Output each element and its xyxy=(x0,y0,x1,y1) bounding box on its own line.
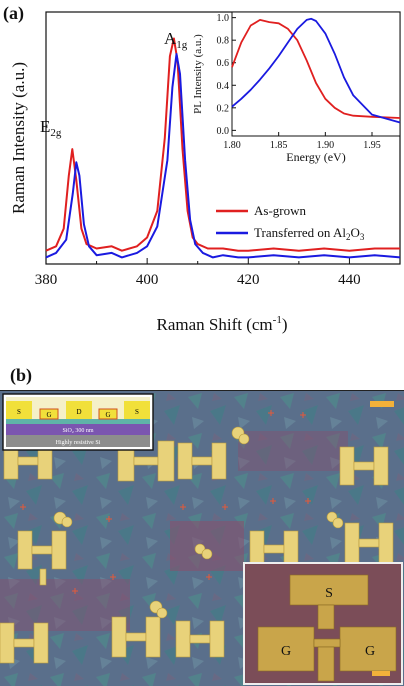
source-pad-right xyxy=(124,401,150,419)
inset-y-tick-label: 0.2 xyxy=(217,103,230,114)
legend-label-as-grown: As-grown xyxy=(254,203,306,218)
x-tick-label: 380 xyxy=(35,272,58,288)
inset-y-tick-label: 0.4 xyxy=(217,81,230,92)
inset-y-label: PL Intensity (a.u.) xyxy=(192,34,204,114)
main-x-ticks: 380 400 420 440 xyxy=(35,258,401,288)
inset-series-group xyxy=(231,17,401,124)
gold-electrodes xyxy=(0,401,394,664)
drain-pad xyxy=(66,401,92,419)
device-array xyxy=(111,616,225,658)
inset-ticks: 1.80 1.85 1.90 1.95 0.0 0.2 0.4 0.6 0.8 1.0 xyxy=(217,13,381,151)
panel-b-label: (b) xyxy=(10,365,32,385)
device-array xyxy=(249,530,299,568)
pink-patch xyxy=(170,521,244,571)
legend-label-transferred: Transferred on Al2O3 xyxy=(254,225,365,242)
legend: As-grown Transferred on Al2O3 xyxy=(216,203,365,242)
inset-series-transferred-line xyxy=(231,17,401,124)
micrograph-drawing: S D S G G SiO₂ 300 nm Highly resistive S… xyxy=(0,391,404,686)
schematic-oxide-label: SiO₂ 300 nm xyxy=(62,428,93,434)
gate-right xyxy=(98,408,118,420)
annotation-a1g: A1g xyxy=(164,29,188,51)
x-tick-label: 400 xyxy=(136,272,159,288)
source-pad-left xyxy=(6,401,32,419)
series-transferred-line xyxy=(45,53,401,259)
inset-x-tick-label: 1.80 xyxy=(223,140,241,151)
oxide-layer xyxy=(6,424,150,435)
scale-bar xyxy=(370,401,394,407)
gate-left xyxy=(39,408,59,420)
device-array xyxy=(344,522,394,564)
device-array xyxy=(17,530,67,586)
inset-x-tick-label: 1.90 xyxy=(317,140,335,151)
annotation-e2g: E2g xyxy=(40,117,62,139)
x-axis-label: Raman Shift (cm-1) xyxy=(157,314,288,334)
closeup-scale-bar xyxy=(372,671,390,676)
inset-y-tick-label: 0.8 xyxy=(217,36,230,47)
closeup-label-s: S xyxy=(325,586,333,601)
closeup-label-g-left: G xyxy=(281,644,291,659)
panel-a-label: (a) xyxy=(3,3,24,23)
schematic-label-s-right: S xyxy=(135,408,139,416)
device-array xyxy=(117,440,227,482)
inset-series-as-grown-line xyxy=(231,18,401,119)
x-tick-label: 420 xyxy=(237,272,260,288)
raman-chart: 380 400 420 440 E2g A1g Raman Intensity (a.… xyxy=(9,11,401,334)
inset-x-tick-label: 1.95 xyxy=(363,140,381,151)
pl-inset-chart: 1.80 1.85 1.90 1.95 0.0 0.2 0.4 0.6 0.8 1.0 Energ… xyxy=(192,11,401,164)
schematic-substrate-label: Highly resistive Si xyxy=(56,440,101,446)
plot-frame xyxy=(45,11,401,265)
closeup-gate-left-pad xyxy=(257,626,315,672)
series-as-grown-line xyxy=(45,37,400,252)
pink-patch xyxy=(238,431,348,471)
inset-y-tick-label: 1.0 xyxy=(217,13,230,24)
substrate-layer xyxy=(6,435,150,447)
inset-x-label: Energy (eV) xyxy=(286,150,345,164)
inset-y-tick-label: 0.6 xyxy=(217,58,230,69)
schematic-label-g-left: G xyxy=(46,411,51,419)
device-array xyxy=(0,622,49,664)
schematic-label-s-left: S xyxy=(17,408,21,416)
pink-patch xyxy=(0,579,130,631)
closeup-electrodes xyxy=(257,574,397,682)
device-array xyxy=(339,446,389,486)
x-tick-label: 440 xyxy=(338,272,361,288)
optical-micrograph: S D S G G SiO₂ 300 nm Highly resistive S… xyxy=(0,390,404,686)
inset-y-tick-label: 0.0 xyxy=(217,126,230,137)
main-series-group xyxy=(45,37,401,259)
schematic-label-g-right: G xyxy=(105,411,110,419)
closeup-source-pad xyxy=(289,574,369,606)
schematic-label-d: D xyxy=(76,408,81,416)
inset-x-tick-label: 1.85 xyxy=(270,140,288,151)
y-axis-label: Raman Intensity (a.u.) xyxy=(9,62,28,214)
channel-layer xyxy=(6,419,150,424)
closeup-label-g-right: G xyxy=(365,644,375,659)
device-closeup-inset: S G G xyxy=(243,562,403,685)
closeup-gate-right-pad xyxy=(339,626,397,672)
cross-section-schematic: S D S G G SiO₂ 300 nm Highly resistive S… xyxy=(2,393,154,451)
